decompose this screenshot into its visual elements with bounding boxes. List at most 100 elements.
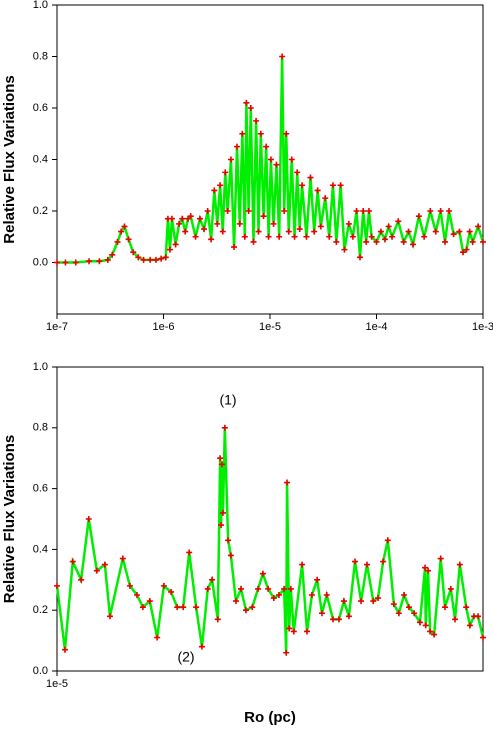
marker: [337, 182, 344, 189]
marker: [72, 259, 79, 266]
marker: [480, 238, 486, 245]
marker: [125, 236, 132, 243]
marker: [147, 256, 154, 263]
marker: [447, 585, 454, 592]
marker: [243, 99, 250, 106]
marker: [463, 246, 470, 253]
marker: [422, 622, 429, 629]
marker: [214, 220, 221, 227]
marker: [431, 631, 438, 638]
marker: [460, 249, 467, 256]
marker: [265, 585, 272, 592]
marker: [373, 238, 380, 245]
marker: [307, 174, 314, 181]
marker: [425, 567, 432, 574]
marker: [466, 228, 473, 235]
marker: [405, 228, 412, 235]
marker: [286, 625, 293, 632]
marker: [101, 561, 108, 568]
marker: [250, 238, 257, 245]
marker: [411, 610, 418, 617]
marker: [119, 555, 126, 562]
marker: [323, 592, 330, 598]
marker: [114, 238, 121, 245]
y-tick-label: 0.6: [33, 483, 48, 495]
marker: [275, 592, 282, 598]
marker: [104, 256, 111, 263]
marker: [283, 649, 290, 656]
marker: [218, 522, 225, 529]
marker: [139, 604, 146, 611]
marker: [381, 236, 388, 243]
marker: [299, 182, 306, 189]
marker: [353, 208, 360, 214]
marker: [214, 616, 221, 623]
marker: [375, 595, 382, 602]
marker: [288, 156, 295, 163]
marker: [224, 208, 231, 214]
marker: [152, 256, 159, 263]
marker: [140, 256, 147, 263]
marker: [349, 233, 356, 240]
marker: [437, 208, 444, 214]
marker: [281, 208, 288, 214]
marker: [234, 143, 241, 150]
y-tick-label: 0.0: [33, 665, 48, 677]
marker: [172, 241, 179, 248]
annotation: (2): [177, 649, 194, 665]
marker: [363, 238, 370, 245]
marker: [463, 604, 470, 611]
marker: [245, 208, 252, 214]
y-tick-label: 0.8: [33, 422, 48, 434]
marker: [466, 622, 473, 629]
marker: [121, 223, 128, 230]
marker: [186, 549, 193, 556]
marker: [322, 195, 329, 202]
marker: [106, 613, 113, 620]
marker: [395, 610, 402, 617]
marker: [232, 598, 239, 605]
marker: [227, 156, 234, 163]
marker: [179, 215, 186, 222]
marker: [296, 226, 303, 233]
marker: [345, 220, 352, 227]
marker: [441, 604, 448, 611]
marker: [158, 255, 165, 262]
data-line: [55, 427, 485, 653]
marker: [401, 592, 408, 598]
marker: [78, 576, 85, 583]
marker: [308, 592, 315, 598]
marker: [311, 228, 318, 235]
marker: [193, 604, 200, 611]
marker: [130, 249, 137, 256]
marker: [211, 187, 218, 194]
marker: [208, 236, 215, 243]
y-tick-label: 0.4: [33, 153, 48, 165]
marker: [146, 598, 153, 605]
y-tick-label: 1.0: [33, 361, 48, 373]
marker: [174, 604, 181, 611]
marker: [196, 215, 203, 222]
y-tick-label: 0.4: [33, 543, 48, 555]
data-line: [57, 56, 485, 264]
marker: [239, 130, 246, 137]
x-tick-label: 1e-4: [365, 321, 387, 333]
marker: [168, 215, 175, 222]
marker: [231, 244, 238, 251]
marker: [135, 254, 142, 261]
marker: [427, 628, 434, 635]
marker: [257, 130, 264, 137]
marker: [364, 561, 371, 568]
marker: [109, 251, 116, 258]
marker: [270, 220, 277, 227]
marker: [187, 213, 194, 220]
x-tick-label: 1e-6: [152, 321, 174, 333]
marker: [221, 424, 228, 431]
marker: [469, 238, 476, 245]
marker: [446, 208, 453, 214]
marker: [299, 561, 306, 568]
marker: [358, 598, 365, 605]
marker: [242, 607, 249, 614]
marker: [360, 208, 367, 214]
marker: [432, 228, 439, 235]
